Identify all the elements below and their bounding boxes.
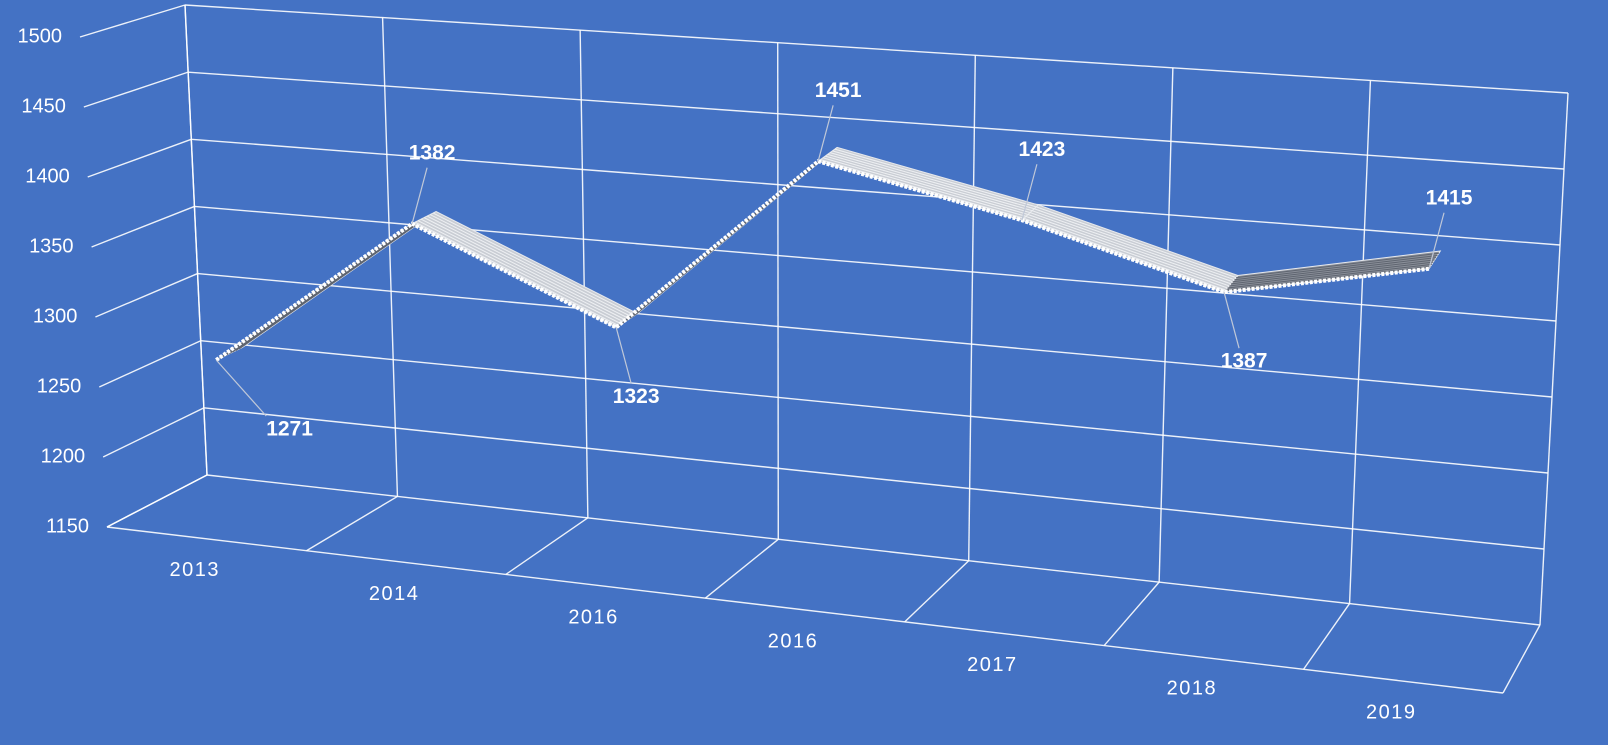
side-grid-line [91,205,195,248]
floor-line [306,495,398,552]
back-left-edge [184,4,208,476]
side-grid-line [83,71,189,108]
side-grid-line [98,340,202,388]
back-vertical [1539,92,1569,626]
leader-line [615,327,632,384]
back-vertical [777,42,779,540]
ribbon-stripe [423,217,628,321]
ribbon-stripe [1027,214,1230,287]
y-tick-label: 1400 [25,165,70,187]
front-floor-edge [106,526,1504,694]
ribbon-stripe [429,214,633,318]
ribbon-stripe [1025,215,1228,289]
floor-line [1103,581,1160,647]
grid-line [206,474,1541,626]
y-tick-label: 1150 [46,515,89,537]
y-tick-label: 1500 [18,25,63,47]
ribbon-stripe [1227,263,1432,289]
back-vertical [381,17,399,497]
data-label: 1271 [266,418,313,441]
ribbon-stripe [1023,217,1226,291]
ribbon-stripe [1029,212,1232,285]
ribbon-stripe [1229,261,1434,287]
data-label: 1415 [1426,186,1473,209]
grid-line [184,4,1569,94]
y-tick-label: 1300 [33,305,78,327]
floor-line [1502,624,1541,694]
ribbon-stripe [1236,252,1439,279]
x-tick-label: 2017 [967,654,1018,676]
ribbon-stripe [414,221,620,327]
ribbon-stripe [1232,257,1437,283]
ribbon-stripe [1032,210,1233,283]
side-grid-line [95,272,198,318]
y-tick-label: 1200 [41,445,86,467]
x-tick-label: 2014 [369,583,420,605]
back-vertical [1158,67,1174,583]
x-tick-label: 2016 [568,607,619,629]
back-vertical [1348,80,1372,604]
x-tick-label: 2016 [768,630,819,652]
leader-line [215,359,267,417]
ribbon-stripe [832,150,1035,210]
y-tick-label: 1350 [29,235,74,257]
floor-line [505,517,589,576]
grid-line [188,71,1565,170]
data-label: 1382 [409,141,456,164]
grid-line [191,138,1561,246]
leader-line [1021,164,1038,221]
ribbon-stripe [426,215,630,320]
data-label: 1451 [815,79,862,102]
ribbon-stripe [1234,254,1438,281]
floor-line [1302,603,1351,670]
ribbon-stripe [827,153,1031,214]
floor-line [904,560,970,623]
grid-line [200,340,1549,474]
leader-line [411,167,428,224]
ribbon-stripe [420,218,625,323]
side-grid-line [102,407,205,458]
grid-line [197,272,1553,398]
side-grid-line [79,4,186,38]
leader-line [1223,292,1240,349]
ribbon-stripe [1036,206,1237,279]
side-grid-line [87,138,192,178]
x-tick-label: 2013 [169,559,220,581]
ribbon-stripe [1230,259,1435,285]
ribbon-stripe [1034,208,1235,281]
ribbon-stripe [820,159,1025,219]
leader-line [1428,212,1445,269]
x-tick-label: 2018 [1167,678,1218,700]
y-tick-label: 1450 [21,95,66,117]
ribbon-stripe [834,148,1037,208]
ribbon-stripe [822,157,1027,217]
floor-line [704,538,779,599]
ribbon-stripe [417,220,622,325]
data-label: 1323 [613,385,660,408]
x-tick-label: 2019 [1366,701,1417,723]
leader-line [817,105,834,162]
ribbon-stripe [825,155,1029,215]
back-vertical [968,55,976,561]
data-label: 1387 [1221,350,1268,373]
ribbon-stripe [829,152,1033,212]
data-label: 1423 [1019,138,1066,161]
y-tick-label: 1250 [37,375,82,397]
floor-line [106,474,208,528]
ribbon-stripe [432,212,636,316]
grid-line [203,407,1545,550]
back-vertical [579,30,589,518]
